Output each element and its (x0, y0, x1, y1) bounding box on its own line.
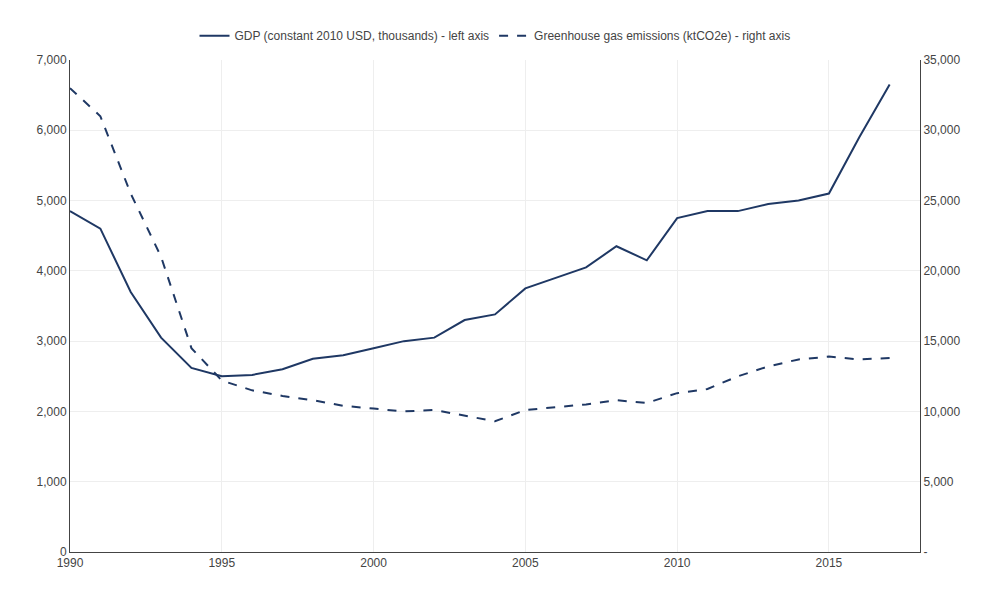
svg-text:15,000: 15,000 (923, 334, 960, 348)
svg-text:35,000: 35,000 (923, 53, 960, 67)
svg-text:1990: 1990 (57, 556, 84, 570)
svg-text:3,000: 3,000 (37, 334, 67, 348)
svg-text:GDP (constant 2010 USD, thousa: GDP (constant 2010 USD, thousands) - lef… (235, 29, 490, 43)
svg-text:25,000: 25,000 (923, 194, 960, 208)
svg-text:5,000: 5,000 (37, 194, 67, 208)
svg-text:2,000: 2,000 (37, 405, 67, 419)
svg-text:20,000: 20,000 (923, 264, 960, 278)
svg-text:2005: 2005 (512, 556, 539, 570)
svg-text:1,000: 1,000 (37, 475, 67, 489)
svg-text:Greenhouse gas emissions (ktCO: Greenhouse gas emissions (ktCO2e) - righ… (534, 29, 790, 43)
svg-text:2010: 2010 (664, 556, 691, 570)
svg-text:5,000: 5,000 (923, 475, 953, 489)
svg-text:30,000: 30,000 (923, 123, 960, 137)
svg-text:1995: 1995 (208, 556, 235, 570)
svg-text:4,000: 4,000 (37, 264, 67, 278)
svg-text:0: 0 (60, 545, 67, 559)
svg-text:2000: 2000 (360, 556, 387, 570)
svg-text:2015: 2015 (816, 556, 843, 570)
svg-text:10,000: 10,000 (923, 405, 960, 419)
svg-text:-: - (923, 545, 927, 559)
svg-text:6,000: 6,000 (37, 123, 67, 137)
svg-text:7,000: 7,000 (37, 53, 67, 67)
